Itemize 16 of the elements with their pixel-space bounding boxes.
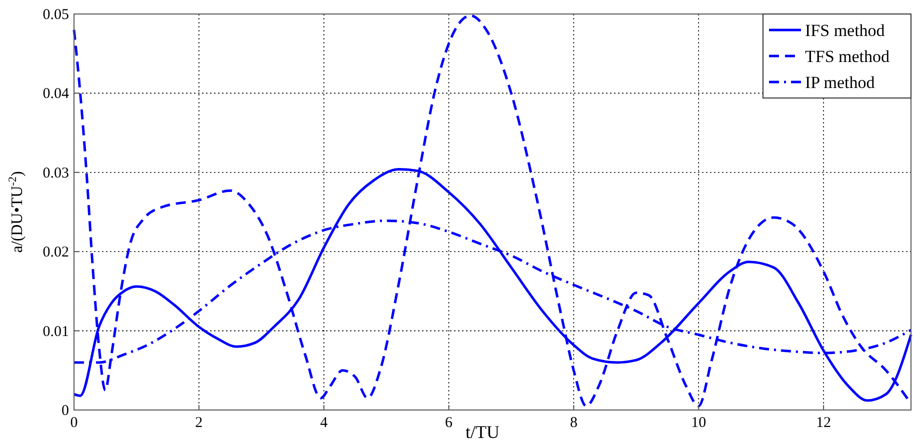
- y-tick-label: 0.01: [42, 324, 69, 340]
- legend-label: TFS method: [805, 47, 890, 66]
- y-tick-label: 0.04: [42, 86, 70, 102]
- x-tick-label: 12: [816, 415, 832, 431]
- y-tick-label: 0: [62, 403, 69, 419]
- x-tick-label: 10: [691, 415, 706, 431]
- x-tick-label: 4: [320, 415, 328, 431]
- y-tick-label: 0.02: [42, 244, 69, 261]
- y-tick-label: 0.03: [42, 165, 69, 182]
- y-tick-label: 0.05: [42, 7, 69, 23]
- legend-label: IP method: [805, 73, 876, 92]
- legend-label: IFS method: [805, 21, 886, 40]
- x-axis-title: t/TU: [466, 422, 500, 442]
- x-tick-label: 6: [445, 415, 454, 431]
- x-tick-label: 8: [570, 415, 578, 431]
- x-tick-label: 2: [195, 415, 203, 431]
